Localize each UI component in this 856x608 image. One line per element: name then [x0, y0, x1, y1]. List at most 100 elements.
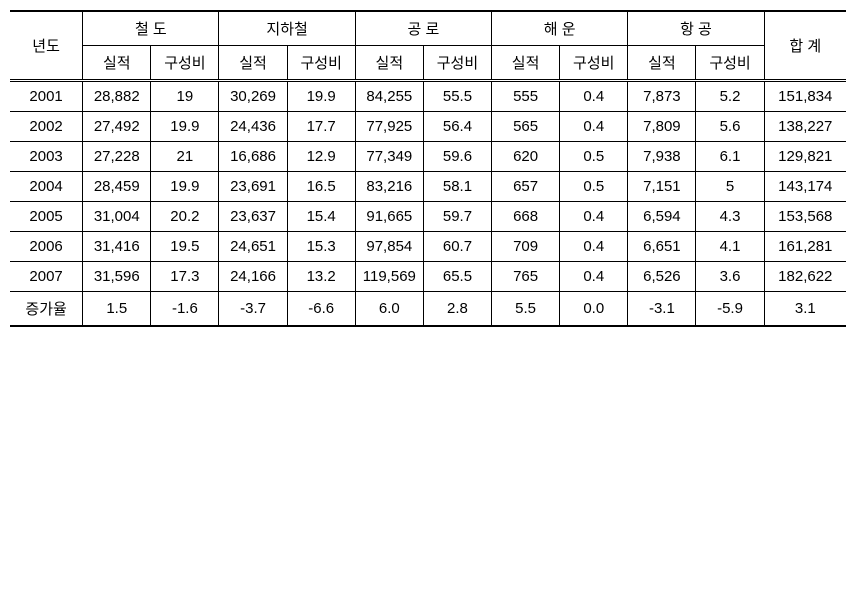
- table-row: 200128,8821930,26919.984,25555.55550.47,…: [10, 81, 846, 112]
- cell-value: 27,228: [83, 142, 151, 172]
- header-sub: 실적: [355, 46, 423, 81]
- cell-value: 19.9: [151, 172, 219, 202]
- cell-value: 28,459: [83, 172, 151, 202]
- cell-total: 138,227: [764, 112, 846, 142]
- cell-value: 55.5: [423, 81, 491, 112]
- cell-year: 2002: [10, 112, 83, 142]
- cell-value: 6,651: [628, 232, 696, 262]
- cell-value: 709: [492, 232, 560, 262]
- cell-value: 28,882: [83, 81, 151, 112]
- cell-value: 6,594: [628, 202, 696, 232]
- cell-value: 13.2: [287, 262, 355, 292]
- cell-value: 0.5: [560, 172, 628, 202]
- cell-value: 7,809: [628, 112, 696, 142]
- cell-value: 17.7: [287, 112, 355, 142]
- cell-value: 5.2: [696, 81, 764, 112]
- cell-total: 143,174: [764, 172, 846, 202]
- cell-year: 2001: [10, 81, 83, 112]
- table-row: 증가율1.5-1.6-3.7-6.66.02.85.50.0-3.1-5.93.…: [10, 292, 846, 327]
- cell-value: 7,151: [628, 172, 696, 202]
- cell-value: 84,255: [355, 81, 423, 112]
- cell-value: 555: [492, 81, 560, 112]
- header-group-sea: 해 운: [492, 11, 628, 46]
- cell-value: 5: [696, 172, 764, 202]
- cell-value: 23,691: [219, 172, 287, 202]
- data-table: 년도 철 도 지하철 공 로 해 운 항 공 합 계 실적 구성비 실적 구성비…: [10, 10, 846, 327]
- cell-value: 19.9: [151, 112, 219, 142]
- cell-value: 0.4: [560, 112, 628, 142]
- cell-value: 6.0: [355, 292, 423, 327]
- cell-value: 58.1: [423, 172, 491, 202]
- header-sub: 구성비: [560, 46, 628, 81]
- cell-value: 16.5: [287, 172, 355, 202]
- cell-value: 97,854: [355, 232, 423, 262]
- cell-value: -6.6: [287, 292, 355, 327]
- table-row: 200531,00420.223,63715.491,66559.76680.4…: [10, 202, 846, 232]
- cell-value: 91,665: [355, 202, 423, 232]
- table-header: 년도 철 도 지하철 공 로 해 운 항 공 합 계 실적 구성비 실적 구성비…: [10, 11, 846, 81]
- cell-total: 129,821: [764, 142, 846, 172]
- header-sub: 실적: [628, 46, 696, 81]
- cell-value: -5.9: [696, 292, 764, 327]
- header-sub: 실적: [83, 46, 151, 81]
- table-row: 200631,41619.524,65115.397,85460.77090.4…: [10, 232, 846, 262]
- cell-value: 565: [492, 112, 560, 142]
- cell-value: 23,637: [219, 202, 287, 232]
- header-sub: 실적: [492, 46, 560, 81]
- header-group-subway: 지하철: [219, 11, 355, 46]
- cell-value: 31,004: [83, 202, 151, 232]
- cell-value: 0.4: [560, 202, 628, 232]
- header-total: 합 계: [764, 11, 846, 81]
- cell-value: -3.7: [219, 292, 287, 327]
- cell-value: 60.7: [423, 232, 491, 262]
- cell-value: 765: [492, 262, 560, 292]
- cell-value: 4.1: [696, 232, 764, 262]
- header-group-rail: 철 도: [83, 11, 219, 46]
- header-group-road: 공 로: [355, 11, 491, 46]
- table-row: 200428,45919.923,69116.583,21658.16570.5…: [10, 172, 846, 202]
- table-row: 200327,2282116,68612.977,34959.66200.57,…: [10, 142, 846, 172]
- cell-value: -3.1: [628, 292, 696, 327]
- cell-value: 0.4: [560, 232, 628, 262]
- cell-value: 56.4: [423, 112, 491, 142]
- cell-value: 2.8: [423, 292, 491, 327]
- cell-value: 5.6: [696, 112, 764, 142]
- cell-year: 2006: [10, 232, 83, 262]
- cell-value: 31,416: [83, 232, 151, 262]
- cell-value: 21: [151, 142, 219, 172]
- cell-value: 6,526: [628, 262, 696, 292]
- cell-value: 7,938: [628, 142, 696, 172]
- cell-value: 3.6: [696, 262, 764, 292]
- cell-value: 31,596: [83, 262, 151, 292]
- cell-value: 77,349: [355, 142, 423, 172]
- cell-year: 2005: [10, 202, 83, 232]
- table-body: 200128,8821930,26919.984,25555.55550.47,…: [10, 81, 846, 327]
- cell-value: 59.6: [423, 142, 491, 172]
- cell-value: 5.5: [492, 292, 560, 327]
- header-sub: 구성비: [287, 46, 355, 81]
- cell-value: 19: [151, 81, 219, 112]
- cell-value: 1.5: [83, 292, 151, 327]
- header-sub: 실적: [219, 46, 287, 81]
- cell-total: 151,834: [764, 81, 846, 112]
- cell-value: 30,269: [219, 81, 287, 112]
- cell-value: 17.3: [151, 262, 219, 292]
- cell-year: 2007: [10, 262, 83, 292]
- cell-value: 59.7: [423, 202, 491, 232]
- header-sub: 구성비: [696, 46, 764, 81]
- header-sub: 구성비: [423, 46, 491, 81]
- cell-total: 182,622: [764, 262, 846, 292]
- cell-value: 83,216: [355, 172, 423, 202]
- cell-total: 161,281: [764, 232, 846, 262]
- table-row: 200227,49219.924,43617.777,92556.45650.4…: [10, 112, 846, 142]
- cell-value: 668: [492, 202, 560, 232]
- cell-value: 24,166: [219, 262, 287, 292]
- cell-value: 119,569: [355, 262, 423, 292]
- cell-value: 19.5: [151, 232, 219, 262]
- cell-year: 2003: [10, 142, 83, 172]
- cell-value: 15.3: [287, 232, 355, 262]
- cell-value: 15.4: [287, 202, 355, 232]
- cell-value: 4.3: [696, 202, 764, 232]
- cell-value: 27,492: [83, 112, 151, 142]
- cell-value: 20.2: [151, 202, 219, 232]
